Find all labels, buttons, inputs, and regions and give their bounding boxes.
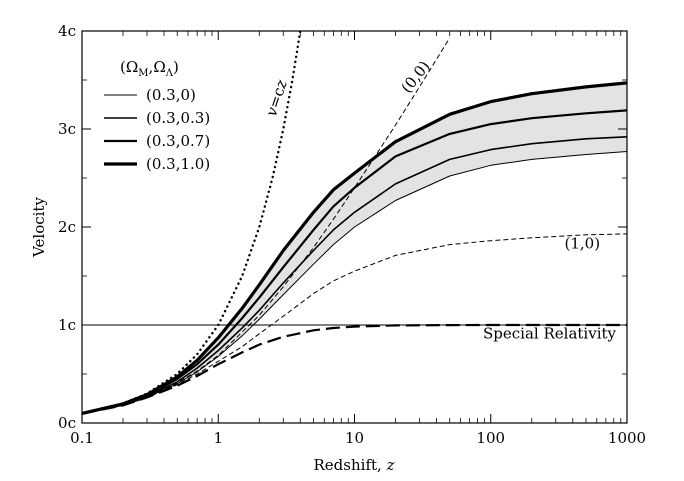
- y-tick-label: 1c: [58, 316, 76, 334]
- y-tick-label: 4c: [58, 22, 76, 40]
- y-tick-label: 3c: [58, 120, 76, 138]
- annotation-0-0: (0,0): [398, 57, 434, 96]
- legend-entries: (0.3,0) (0.3,0.3) (0.3,0.7) (0.3,1.0): [104, 86, 210, 173]
- legend-label-0-3-0: (0.3,0): [146, 86, 196, 104]
- shaded-band-layer: [82, 82, 627, 414]
- x-tick-label: 1000: [608, 429, 646, 447]
- series-line-special-relativity: [82, 323, 627, 415]
- series-line-0-0: [82, 37, 451, 415]
- x-axis-title-var: z: [386, 456, 395, 474]
- y-axis-title: Velocity: [30, 197, 48, 258]
- series-layer: [82, 31, 627, 415]
- x-tick-label: 0.1: [70, 429, 94, 447]
- legend: (ΩM,ΩΛ) (0.3,0) (0.3,0.3) (0.3,0.7) (0.3,1.…: [104, 58, 210, 173]
- series-line-0-3-0: [82, 151, 627, 415]
- x-tick-label: 1: [213, 429, 223, 447]
- x-tick-label: 10: [345, 429, 364, 447]
- annotation-special-relativity: Special Relativity: [483, 325, 616, 343]
- x-axis-title-text: Redshift,: [314, 456, 387, 474]
- y-tick-label: 0c: [58, 414, 76, 432]
- shaded-band: [82, 82, 627, 414]
- x-axis-title: Redshift, z: [314, 456, 395, 474]
- x-tick-label: 100: [476, 429, 505, 447]
- series-line-0-3-0-3: [82, 136, 627, 415]
- y-tick-label: 2c: [58, 218, 76, 236]
- legend-label-0-3-1-0: (0.3,1.0): [146, 155, 210, 173]
- annotation-1-0: (1,0): [565, 235, 601, 253]
- legend-title: (ΩM,ΩΛ): [120, 58, 179, 79]
- tick-layer: 0.1 1 10 100 1000 0c 1c 2c 3c 4c: [58, 22, 646, 447]
- legend-label-0-3-0-7: (0.3,0.7): [146, 132, 210, 150]
- series-line-0-3-1-0: [82, 81, 627, 415]
- series-line-1-0: [82, 233, 627, 415]
- legend-label-0-3-0-3: (0.3,0.3): [146, 109, 210, 127]
